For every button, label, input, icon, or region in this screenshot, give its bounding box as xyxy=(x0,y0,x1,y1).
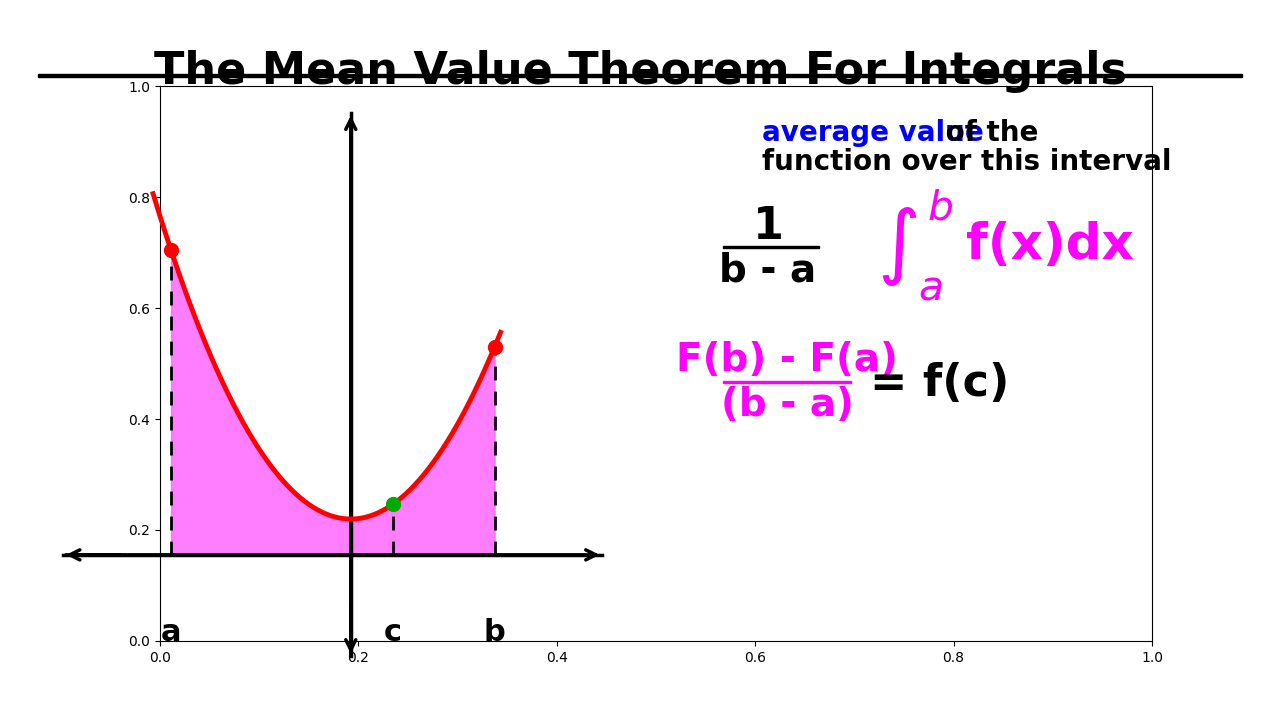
Text: The Mean Value Theorem For Integrals: The Mean Value Theorem For Integrals xyxy=(154,50,1126,94)
Text: average value: average value xyxy=(762,120,983,147)
Text: = f(c): = f(c) xyxy=(870,361,1010,405)
Text: function over this interval: function over this interval xyxy=(762,148,1171,176)
Text: f(x)dx: f(x)dx xyxy=(966,221,1134,269)
Text: b: b xyxy=(484,618,506,647)
Text: c: c xyxy=(384,618,402,647)
Text: (b - a): (b - a) xyxy=(721,386,854,423)
Text: $\int_a^b$: $\int_a^b$ xyxy=(877,187,954,302)
Text: 1: 1 xyxy=(753,205,783,248)
Text: b - a: b - a xyxy=(719,251,817,289)
Text: of the: of the xyxy=(937,120,1038,147)
Text: a: a xyxy=(161,618,182,647)
Text: F(b) - F(a): F(b) - F(a) xyxy=(676,341,899,379)
